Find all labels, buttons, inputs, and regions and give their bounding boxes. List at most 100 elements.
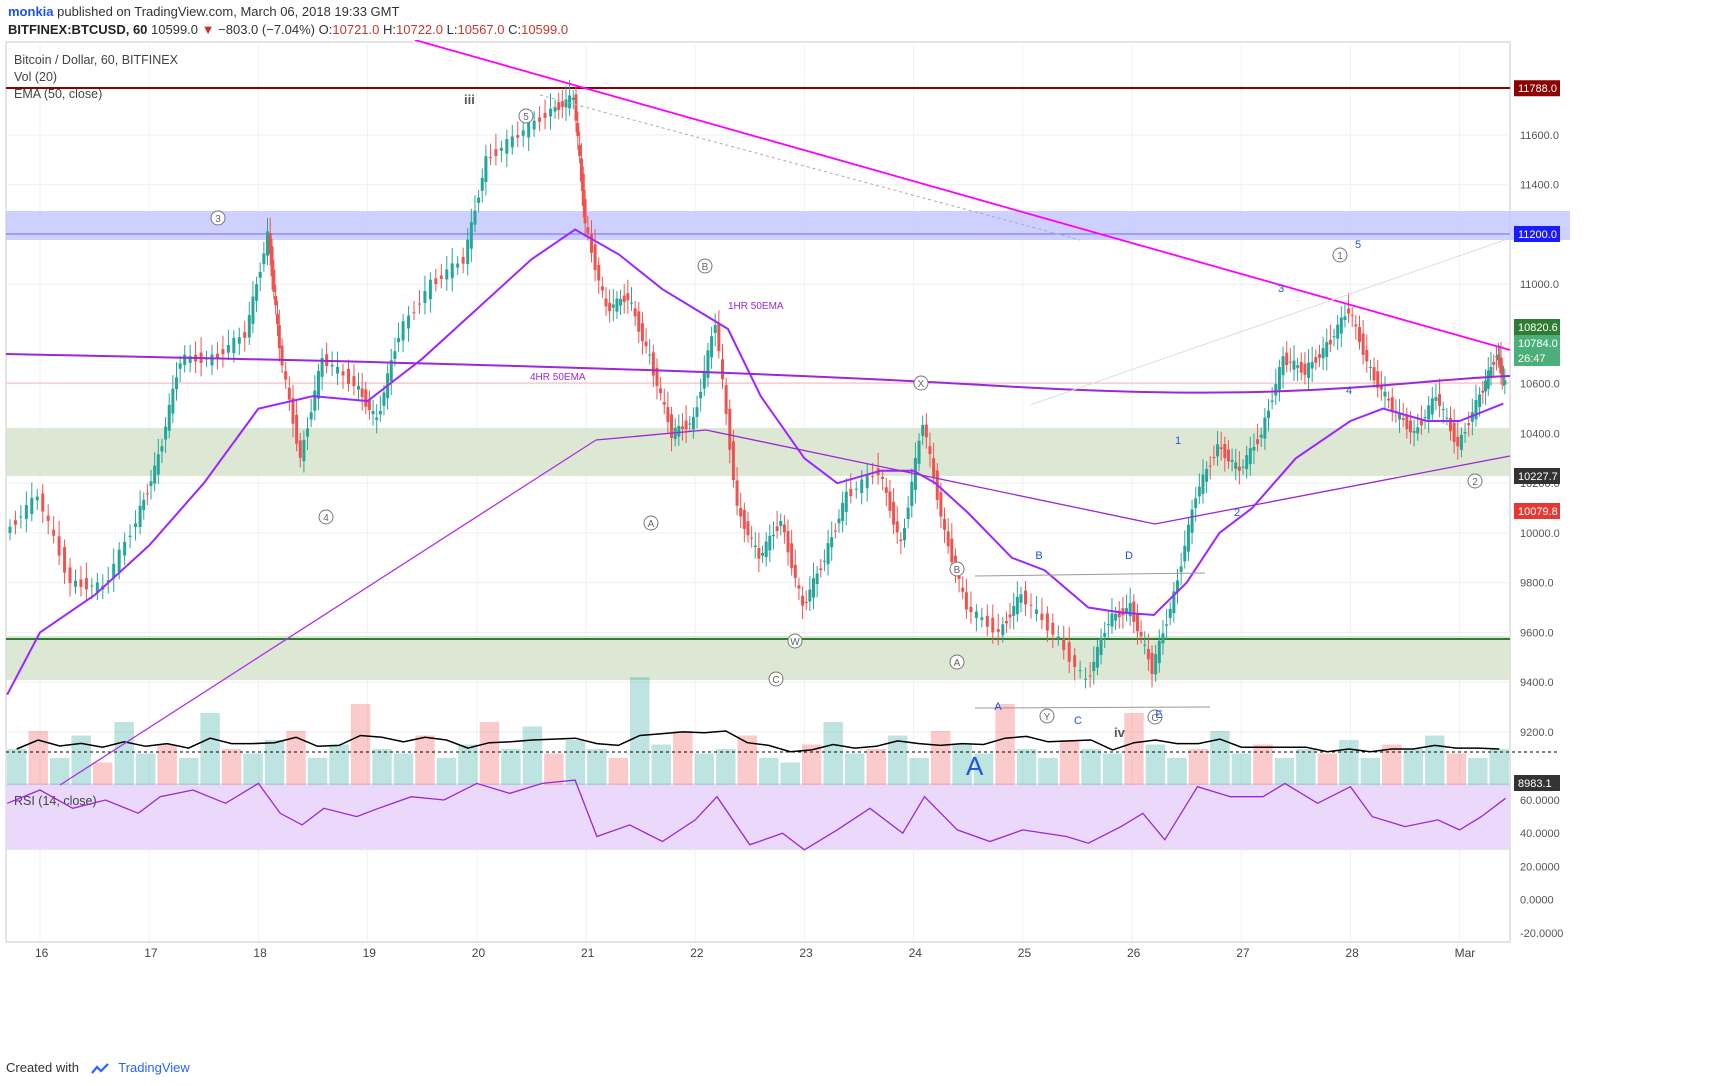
candle-body xyxy=(371,411,375,415)
candle-body xyxy=(428,279,432,300)
candle-body xyxy=(1467,423,1471,426)
wave-circle-text: W xyxy=(790,637,800,648)
candle-body xyxy=(1078,670,1082,672)
candle-body xyxy=(232,337,236,354)
candle-body xyxy=(1336,324,1340,339)
candle-body xyxy=(1067,642,1071,662)
candle-body xyxy=(928,446,932,455)
candle-body xyxy=(1226,449,1230,462)
volume-bar xyxy=(243,753,263,785)
created-with-text: Created with xyxy=(6,1060,79,1075)
candle-body xyxy=(477,197,481,203)
candle-body xyxy=(1197,486,1201,497)
volume-bar xyxy=(522,726,543,785)
candle-body xyxy=(903,528,906,541)
wave-circle-text: X xyxy=(918,379,925,390)
wave-circle-label xyxy=(949,561,965,577)
candle-body xyxy=(309,412,313,420)
volume-bar xyxy=(372,749,392,785)
candle-body xyxy=(1146,648,1150,660)
candle-body xyxy=(597,264,601,281)
candle-body xyxy=(1274,384,1278,396)
candle-body xyxy=(1481,390,1485,393)
candle-body xyxy=(1486,370,1490,389)
candle-body xyxy=(360,388,364,398)
volume-bar xyxy=(28,731,48,785)
volume-bar xyxy=(200,713,220,785)
candle-body xyxy=(779,520,783,527)
candle-body xyxy=(68,567,72,584)
candle-body xyxy=(306,428,310,437)
candle-body xyxy=(316,370,320,399)
rsi-tick-label: 0.0000 xyxy=(1520,895,1554,907)
volume-bar xyxy=(780,762,800,785)
candle-body xyxy=(633,308,637,317)
volume-bar xyxy=(544,753,564,785)
candle-body xyxy=(357,385,360,390)
price-chart[interactable]: 9200.09400.09600.09800.010000.010200.010… xyxy=(0,40,1715,1060)
volume-bar xyxy=(930,731,951,785)
candle-body xyxy=(549,108,553,117)
candle-body xyxy=(1452,422,1456,442)
wave-circle-text: A xyxy=(954,658,961,669)
legend-title: Bitcoin / Dollar, 60, BITFINEX xyxy=(14,53,178,67)
candle-body xyxy=(950,538,954,563)
candle-body xyxy=(761,552,765,556)
candle-body xyxy=(1361,333,1365,355)
candle-body xyxy=(804,601,808,603)
wave-circle-label xyxy=(949,654,965,670)
x-tick-label: 25 xyxy=(1018,946,1032,960)
candle-body xyxy=(255,284,259,301)
candle-body xyxy=(684,420,688,430)
candle-body xyxy=(571,97,575,100)
candle-body xyxy=(274,296,278,306)
candle-body xyxy=(106,580,110,583)
candle-body xyxy=(797,585,801,589)
candle-body xyxy=(1008,614,1012,618)
candle-body xyxy=(1368,367,1372,369)
candle-body xyxy=(237,337,241,344)
candle-body xyxy=(1339,317,1343,334)
candle-body xyxy=(1208,465,1212,467)
price-change: −803.0 (−7.04%) xyxy=(218,22,316,37)
candle-body xyxy=(1095,646,1099,668)
candle-body xyxy=(782,524,786,533)
candle-body xyxy=(648,354,652,356)
candle-body xyxy=(974,611,978,618)
rsi-tick-label: 60.0000 xyxy=(1520,795,1560,807)
candle-body xyxy=(593,244,597,270)
tradingview-brand[interactable]: TradingView xyxy=(118,1060,190,1075)
candle-body xyxy=(1438,394,1442,406)
wave-blue-label: C xyxy=(1074,715,1082,727)
candle-body xyxy=(266,231,269,256)
volume-bar xyxy=(1382,744,1402,785)
candle-body xyxy=(226,344,230,353)
candle-body xyxy=(1365,349,1369,362)
y-tick-label: 9600.0 xyxy=(1520,627,1554,639)
candle-body xyxy=(1194,498,1198,509)
channel-line-c xyxy=(1154,455,1511,525)
volume-bar xyxy=(436,758,457,785)
candle-body xyxy=(128,535,132,537)
candle-body xyxy=(1062,639,1066,650)
candle-body xyxy=(516,135,520,138)
candle-body xyxy=(1117,610,1121,618)
wave-circle-label xyxy=(768,671,784,687)
candle-body xyxy=(423,291,427,303)
candle-body xyxy=(164,426,168,440)
volume-bar xyxy=(866,749,886,785)
candle-body xyxy=(401,321,405,341)
candle-body xyxy=(1263,417,1267,439)
candle-body xyxy=(112,563,116,579)
tradingview-logo-icon xyxy=(90,1062,109,1074)
candle-body xyxy=(1099,638,1103,656)
candle-body xyxy=(1423,417,1427,419)
candle-body xyxy=(1387,398,1391,401)
wave-circle-label xyxy=(697,258,713,274)
candle-body xyxy=(677,425,681,437)
candle-body xyxy=(771,534,775,537)
candle-body xyxy=(484,156,488,183)
wave-circle-label xyxy=(318,509,334,525)
badge-price-3: 10227.7 xyxy=(1518,471,1558,483)
publisher-name[interactable]: monkia xyxy=(8,4,54,19)
